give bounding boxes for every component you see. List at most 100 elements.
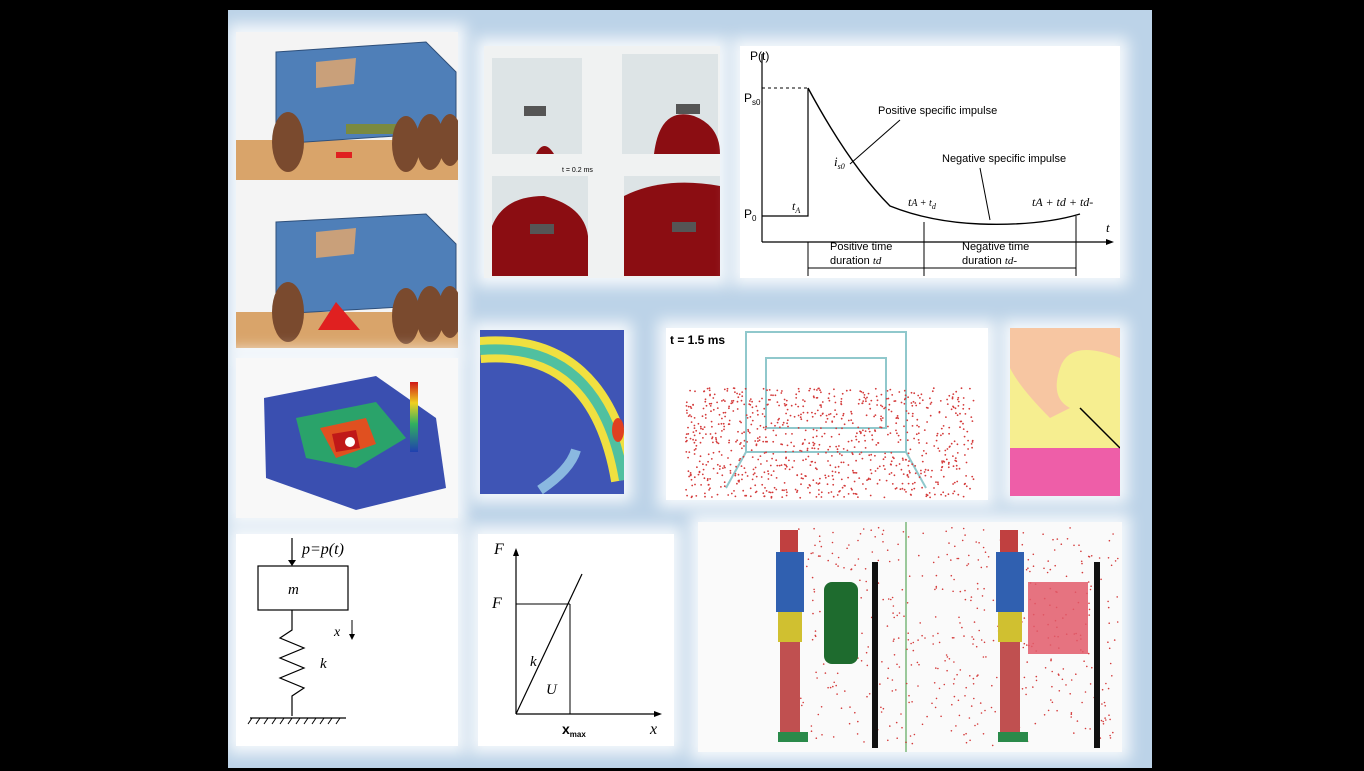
debris-particle [865,400,867,403]
debris-particle [744,471,747,474]
debris-particle [932,643,934,645]
debris-particle [905,741,907,744]
debris-particle [733,387,736,390]
debris-particle [852,492,855,495]
debris-particle [895,429,897,432]
debris-particle [785,457,787,460]
debris-particle [898,666,901,668]
debris-particle [754,484,757,487]
debris-particle [1107,606,1110,609]
debris-particle [879,426,881,428]
debris-particle [912,400,915,403]
debris-particle [841,486,844,489]
debris-particle [843,567,845,569]
debris-particle [930,476,932,478]
debris-particle [970,443,973,445]
debris-particle [896,663,898,666]
debris-particle [924,637,926,639]
debris-particle [911,412,914,415]
debris-particle [957,405,960,407]
debris-particle [815,671,817,674]
debris-particle [887,433,889,436]
debris-particle [709,433,712,435]
debris-particle [889,388,892,391]
debris-particle [699,455,702,458]
debris-particle [781,496,784,498]
debris-particle [818,482,821,485]
debris-particle [932,561,935,564]
debris-particle [840,478,843,481]
debris-particle [749,398,752,400]
debris-particle [937,632,939,635]
u-label: U [546,682,558,698]
debris-particle [699,441,702,444]
debris-particle [984,551,987,553]
debris-particle [916,661,919,664]
debris-particle [907,639,910,641]
debris-particle [853,480,856,483]
debris-particle [1034,722,1037,725]
debris-particle [1029,570,1031,573]
debris-particle [1089,683,1092,685]
debris-particle [723,388,726,391]
debris-particle [902,531,905,533]
debris-particle [817,555,820,557]
debris-particle [916,424,918,427]
debris-particle [900,401,903,404]
debris-particle [937,667,939,670]
debris-particle [991,744,994,747]
debris-particle [775,459,778,462]
debris-particle [901,457,904,460]
debris-particle [814,467,817,470]
debris-particle [1046,571,1049,574]
debris-particle [915,404,918,407]
debris-particle [695,429,698,432]
debris-particle [718,468,721,470]
debris-particle [963,443,966,446]
debris-particle [991,684,993,687]
k-label: k [530,654,537,670]
debris-particle [814,630,817,632]
debris-particle [909,448,912,451]
debris-particle [906,439,909,442]
debris-particle [833,388,835,391]
debris-particle [965,461,968,464]
debris-particle [957,396,960,399]
debris-particle [1043,714,1046,716]
debris-particle [961,626,963,629]
debris-particle [915,433,918,436]
debris-particle [982,656,985,658]
debris-particle [740,399,743,402]
debris-particle [1053,549,1056,551]
debris-particle [756,437,759,440]
debris-particle [880,393,883,396]
debris-particle [890,410,893,413]
debris-particle [835,684,837,687]
debris-particle [982,546,985,549]
debris-particle [757,413,759,416]
debris-particle [952,406,955,409]
debris-particle [834,401,837,404]
debris-particle [975,645,978,648]
debris-particle [866,695,868,698]
debris-particle [837,556,840,559]
debris-particle [1021,688,1024,690]
debris-particle [896,432,898,435]
debris-particle [726,387,729,390]
debris-particle [980,639,983,641]
debris-particle [743,467,746,469]
debris-particle [931,469,933,472]
debris-particle [1050,699,1052,701]
debris-particle [770,394,772,396]
debris-particle [737,430,739,433]
debris-particle [934,616,937,618]
debris-particle [909,735,912,737]
debris-particle [964,598,967,601]
debris-particle [976,582,979,585]
debris-particle [858,477,861,479]
debris-particle [903,402,906,405]
debris-particle [687,426,689,429]
debris-particle [913,481,916,484]
debris-particle [992,599,995,602]
debris-particle [741,391,744,393]
